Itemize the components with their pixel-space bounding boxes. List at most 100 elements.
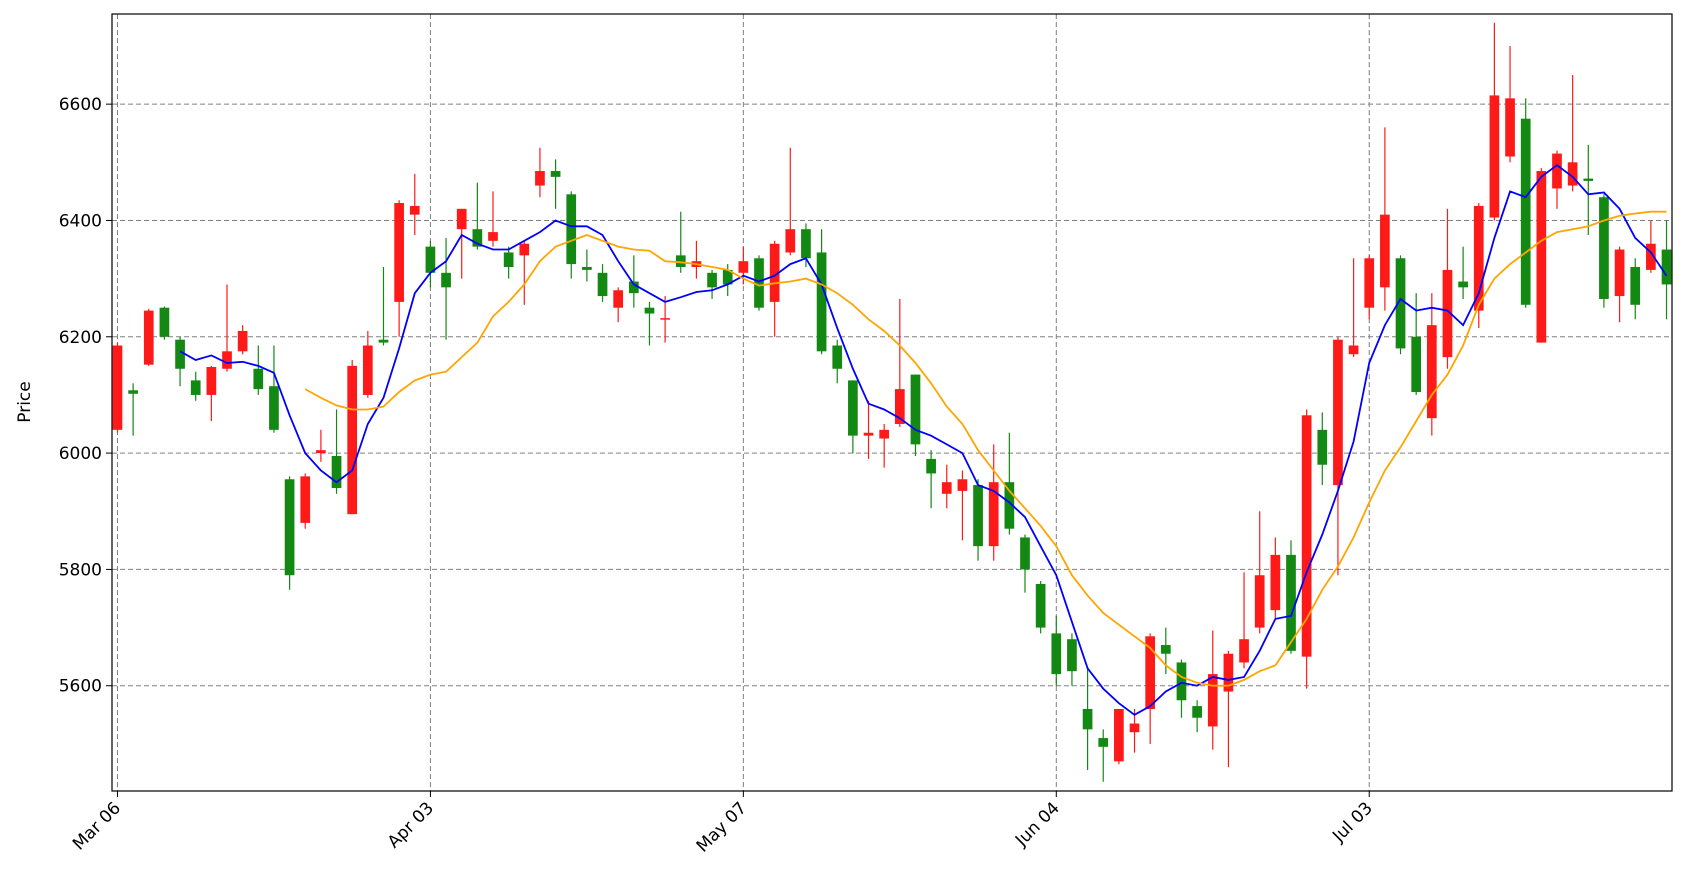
candle-body — [190, 380, 201, 395]
candle-body — [1520, 118, 1531, 305]
candle-body — [1207, 674, 1218, 727]
candle-body — [769, 243, 780, 302]
candle-body — [253, 368, 264, 390]
candle-body — [159, 307, 170, 337]
candle-body — [910, 374, 921, 445]
candle-body — [1067, 639, 1077, 672]
candle-body — [362, 345, 373, 395]
candle-body — [1129, 723, 1140, 733]
candle-body — [425, 246, 436, 273]
candle-body — [1411, 336, 1422, 393]
candle-body — [597, 272, 608, 297]
candle-body — [316, 450, 326, 454]
candle-body — [1098, 738, 1109, 747]
candle-body — [566, 194, 577, 265]
x-tick-label: Apr 03 — [384, 798, 438, 852]
candle-body — [1176, 662, 1187, 701]
candle-body — [394, 203, 404, 302]
candle-body — [707, 272, 717, 288]
candle-body — [848, 380, 858, 436]
candle-body — [237, 330, 248, 352]
candle-body — [801, 229, 811, 259]
candle-body — [112, 345, 123, 430]
y-tick-label: 5800 — [59, 560, 102, 580]
candle-body — [1536, 171, 1547, 343]
candle-body — [1020, 537, 1030, 570]
candle-body — [143, 310, 154, 365]
candle-body — [988, 482, 999, 547]
candle-body — [535, 171, 545, 186]
candle-body — [1301, 415, 1312, 657]
candle-body — [1552, 153, 1562, 189]
y-axis-label: Price — [15, 381, 35, 422]
candle-body — [1051, 633, 1062, 675]
candle-body — [1286, 554, 1296, 651]
candle-body — [284, 479, 295, 576]
y-tick-label: 5600 — [59, 677, 102, 697]
candle-body — [644, 307, 655, 314]
candle-body — [613, 290, 624, 308]
candle-body — [582, 266, 592, 270]
candle-body — [1442, 269, 1453, 358]
candle-body — [754, 258, 764, 308]
candle-body — [973, 485, 983, 547]
candle-body — [1458, 281, 1468, 288]
moving-average-line — [304, 210, 1667, 687]
candle-body — [1380, 214, 1390, 288]
candle-body — [941, 482, 952, 494]
candle-body — [863, 432, 874, 436]
candle-body — [879, 429, 890, 439]
candle-body — [1348, 345, 1359, 355]
candle-body — [738, 261, 749, 273]
candle-body — [378, 339, 389, 343]
candle-body — [300, 476, 311, 523]
candle-body — [347, 365, 358, 515]
candle-body — [456, 208, 467, 230]
candle-body — [1239, 639, 1249, 663]
candle-body — [1489, 95, 1500, 218]
candle-body — [222, 351, 232, 369]
candle-body — [269, 386, 279, 430]
candle-body — [1114, 708, 1124, 762]
candle-body — [1505, 98, 1515, 157]
candle-body — [1661, 249, 1672, 285]
candle-body — [1364, 258, 1375, 308]
candle-body — [926, 458, 936, 474]
y-tick-label: 6400 — [59, 211, 102, 231]
candle-body — [128, 390, 138, 394]
candle-body — [331, 456, 342, 488]
candle-body — [628, 281, 639, 294]
candle-body — [550, 171, 561, 177]
candle-body — [1160, 645, 1171, 654]
candle-body — [1395, 258, 1406, 349]
y-tick-label: 6200 — [59, 328, 102, 348]
moving-average-line — [179, 164, 1668, 716]
x-tick-label: May 07 — [693, 798, 751, 856]
candle-body — [1082, 708, 1093, 730]
candle-body — [409, 205, 420, 215]
x-tick-label: Jun 04 — [1011, 798, 1064, 851]
candle-body — [441, 272, 451, 288]
candle-body — [1614, 249, 1625, 297]
candle-body — [1567, 162, 1578, 186]
candle-body — [675, 255, 686, 267]
plot-frame — [111, 13, 1673, 792]
candle-body — [832, 345, 843, 369]
candle-body — [1192, 706, 1202, 718]
candle-body — [175, 339, 185, 369]
y-tick-label: 6000 — [59, 444, 102, 464]
candle-body — [1333, 339, 1343, 486]
candle-body — [1599, 197, 1609, 299]
candle-body — [1223, 653, 1234, 692]
candle-body — [1646, 243, 1656, 270]
candle-body — [503, 252, 514, 267]
candle-body — [1145, 636, 1156, 709]
candle-body — [894, 389, 905, 425]
candle-body — [1317, 429, 1328, 465]
candle-body — [722, 269, 733, 285]
y-tick-label: 6600 — [59, 95, 102, 115]
candle-body — [1630, 266, 1641, 305]
candle-body — [519, 243, 530, 256]
candle-body — [1004, 482, 1015, 529]
